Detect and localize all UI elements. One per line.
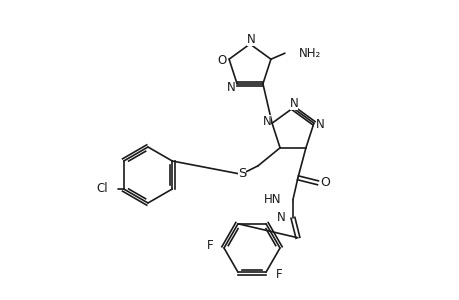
Text: Cl: Cl: [96, 182, 107, 196]
Text: N: N: [315, 118, 324, 131]
Text: O: O: [319, 176, 329, 189]
Text: S: S: [237, 167, 246, 180]
Text: N: N: [262, 115, 271, 128]
Text: N: N: [277, 211, 285, 224]
Text: F: F: [207, 239, 213, 253]
Text: N: N: [226, 81, 235, 94]
Text: O: O: [217, 54, 226, 67]
Text: N: N: [246, 32, 255, 46]
Text: N: N: [289, 97, 298, 110]
Text: HN: HN: [263, 193, 280, 206]
Text: NH₂: NH₂: [298, 47, 320, 60]
Text: F: F: [275, 268, 282, 281]
